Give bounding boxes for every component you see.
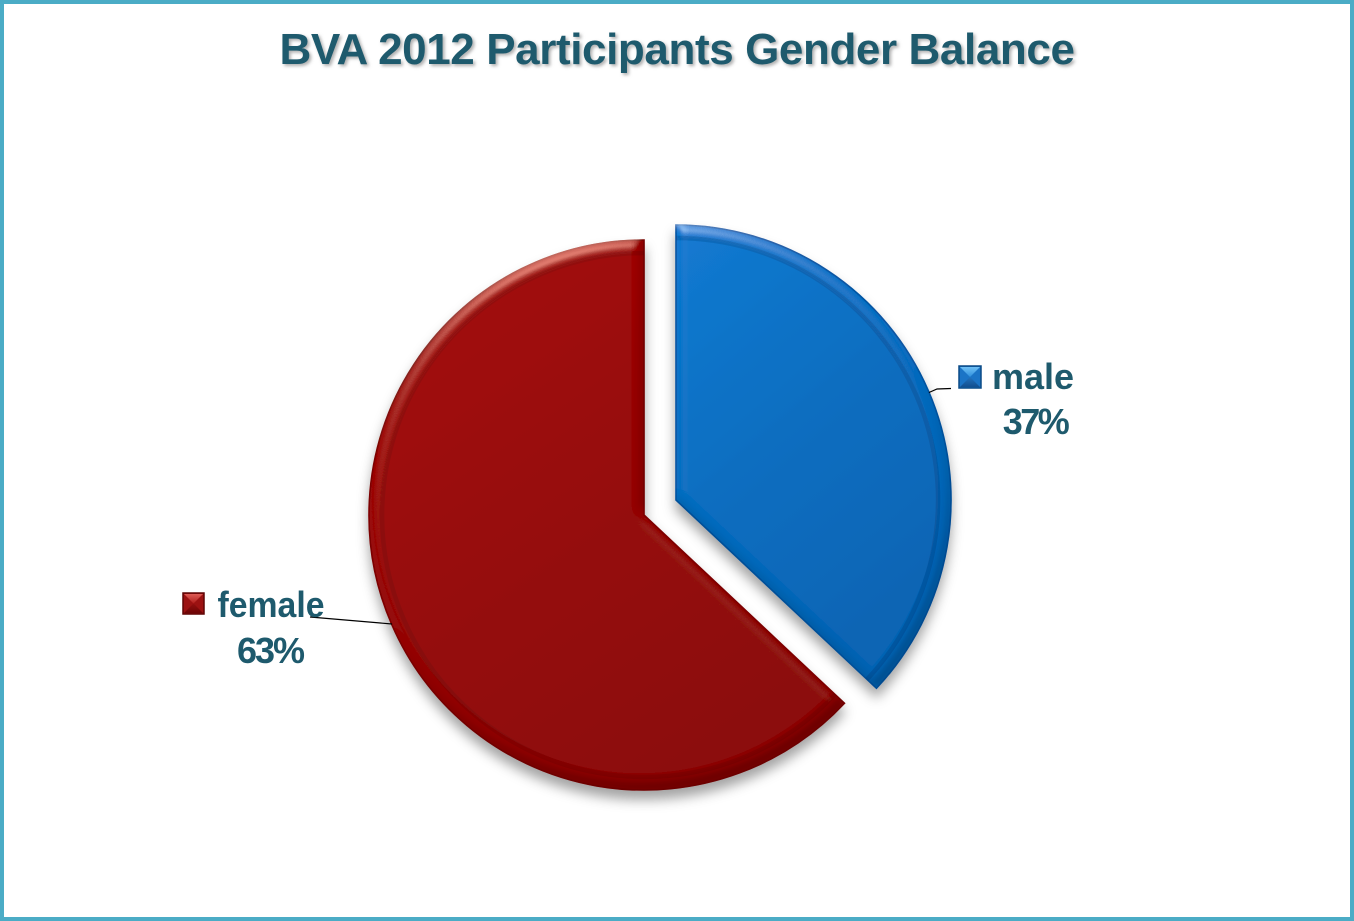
svg-text:37%: 37% xyxy=(1003,401,1070,442)
svg-text:male: male xyxy=(992,356,1074,397)
svg-text:63%: 63% xyxy=(237,630,305,671)
svg-text:female: female xyxy=(218,584,325,625)
